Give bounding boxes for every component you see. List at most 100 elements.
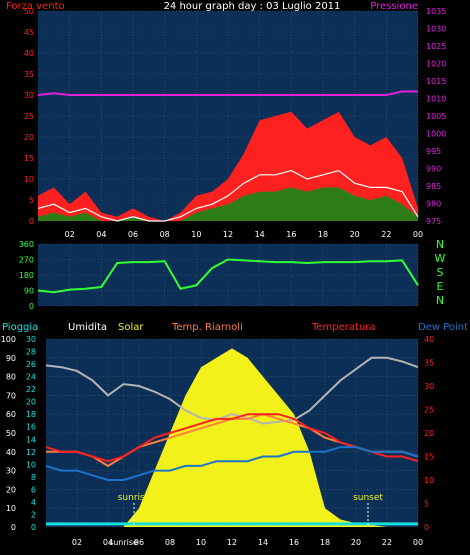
top-left-tick: 0 bbox=[29, 217, 34, 226]
top-left-tick: 50 bbox=[24, 7, 34, 16]
top-left-tick: 25 bbox=[24, 112, 34, 121]
bottom-x-tick: 20 bbox=[351, 538, 361, 547]
legend-temperatura: Temperatura bbox=[311, 322, 376, 333]
humidity-line bbox=[45, 356, 419, 425]
top-x-tick: 20 bbox=[350, 230, 360, 239]
pressure-line bbox=[37, 90, 418, 96]
sunrise-annotation: sunrise bbox=[118, 493, 151, 503]
wind-avg-line bbox=[37, 169, 419, 222]
wind-min-area bbox=[38, 187, 418, 221]
top-x-tick: 12 bbox=[223, 230, 233, 239]
top-right-tick: 1030 bbox=[426, 25, 446, 34]
top-left-tick: 35 bbox=[24, 70, 34, 79]
top-x-tick: 04 bbox=[96, 230, 106, 239]
bottom-x-tick: 10 bbox=[196, 538, 206, 547]
bottom-humidity-tick: 80 bbox=[6, 373, 16, 382]
top-x-tick: 00 bbox=[413, 230, 423, 239]
bottom-rain-tick: 14 bbox=[26, 435, 36, 444]
bottom-rain-tick: 20 bbox=[26, 398, 36, 407]
bottom-rain-tick: 12 bbox=[26, 448, 36, 457]
mid-left-tick: 360 bbox=[19, 240, 34, 249]
bottom-x-tick: sunrise bbox=[109, 538, 138, 547]
legend-pioggia: Pioggia bbox=[2, 322, 38, 333]
bottom-humidity-tick: 70 bbox=[6, 391, 16, 400]
top-right-tick: 985 bbox=[426, 182, 441, 191]
dir-label-n2: N bbox=[436, 294, 444, 307]
top-left-tick: 5 bbox=[29, 196, 34, 205]
top-left-tick: 30 bbox=[24, 91, 34, 100]
top-left-tick: 10 bbox=[24, 175, 34, 184]
top-right-tick: 1020 bbox=[426, 60, 446, 69]
chart-title: 24 hour graph day : 03 Luglio 2011 bbox=[164, 1, 341, 12]
top-x-tick: 06 bbox=[128, 230, 138, 239]
pressure-axis-label: Pressione bbox=[370, 1, 418, 12]
mid-left-tick: 180 bbox=[19, 271, 34, 280]
wind-direction-line bbox=[37, 258, 419, 294]
bottom-temp-tick: 35 bbox=[424, 359, 434, 368]
legend-dew-point: Dew Point bbox=[418, 322, 468, 333]
bottom-x-tick: 22 bbox=[382, 538, 392, 547]
bottom-x-tick: 18 bbox=[320, 538, 330, 547]
bottom-rain-tick: 2 bbox=[31, 510, 36, 519]
dir-label-w: W bbox=[435, 252, 446, 265]
bottom-x-tick: 00 bbox=[413, 538, 423, 547]
mid-left-tick: 0 bbox=[29, 302, 34, 311]
top-left-tick: 20 bbox=[24, 133, 34, 142]
top-right-tick: 1025 bbox=[426, 42, 446, 51]
bottom-rain-tick: 6 bbox=[31, 485, 36, 494]
top-right-tick: 995 bbox=[426, 147, 441, 156]
bottom-x-tick: 14 bbox=[258, 538, 268, 547]
bottom-temp-tick: 20 bbox=[424, 429, 434, 438]
top-left-tick: 45 bbox=[24, 28, 34, 37]
bottom-temp-tick: 40 bbox=[424, 335, 434, 344]
bottom-x-tick: 02 bbox=[72, 538, 82, 547]
legend-umidita: Umidita bbox=[68, 322, 107, 333]
top-right-tick: 980 bbox=[426, 200, 441, 209]
mid-left-tick: 90 bbox=[24, 287, 34, 296]
legend-temp-riarnoli: Temp. Riarnoli bbox=[171, 322, 243, 333]
top-right-tick: 975 bbox=[426, 217, 441, 226]
dir-label-n1: N bbox=[436, 238, 444, 251]
bottom-rain-tick: 0 bbox=[31, 523, 36, 532]
bottom-rain-tick: 4 bbox=[31, 498, 36, 507]
bottom-rain-tick: 24 bbox=[26, 373, 36, 382]
top-x-tick: 18 bbox=[318, 230, 328, 239]
mid-left-tick: 270 bbox=[19, 256, 34, 265]
top-x-tick: 16 bbox=[286, 230, 296, 239]
wind-axis-label: Forza vento bbox=[6, 1, 65, 12]
bottom-humidity-tick: 100 bbox=[1, 335, 16, 344]
top-right-tick: 1000 bbox=[426, 130, 446, 139]
top-x-tick: 14 bbox=[255, 230, 265, 239]
top-right-tick: 990 bbox=[426, 165, 441, 174]
bottom-humidity-tick: 0 bbox=[11, 523, 16, 532]
axis-ticks: 0510152025303540455097598098599099510001… bbox=[1, 7, 447, 547]
legend-solar: Solar bbox=[118, 322, 144, 333]
bottom-rain-tick: 28 bbox=[26, 348, 36, 357]
bottom-rain-tick: 18 bbox=[26, 410, 36, 419]
bottom-humidity-tick: 40 bbox=[6, 448, 16, 457]
dir-label-s: S bbox=[437, 266, 444, 279]
top-x-tick: 10 bbox=[191, 230, 201, 239]
top-right-tick: 1010 bbox=[426, 95, 446, 104]
top-series bbox=[37, 90, 419, 222]
bottom-x-tick: 12 bbox=[227, 538, 237, 547]
bottom-temp-tick: 25 bbox=[424, 406, 434, 415]
bottom-series bbox=[45, 348, 419, 527]
top-right-tick: 1035 bbox=[426, 7, 446, 16]
bottom-x-tick: 06 bbox=[134, 538, 144, 547]
bottom-temp-tick: 10 bbox=[424, 476, 434, 485]
top-right-tick: 1015 bbox=[426, 77, 446, 86]
top-x-tick: 22 bbox=[381, 230, 391, 239]
bottom-humidity-tick: 20 bbox=[6, 485, 16, 494]
bottom-x-tick: 16 bbox=[289, 538, 299, 547]
bottom-temp-tick: 30 bbox=[424, 382, 434, 391]
bottom-humidity-tick: 50 bbox=[6, 429, 16, 438]
top-x-tick: 08 bbox=[160, 230, 170, 239]
bottom-rain-tick: 26 bbox=[26, 360, 36, 369]
bottom-humidity-tick: 90 bbox=[6, 354, 16, 363]
bottom-rain-tick: 16 bbox=[26, 423, 36, 432]
bottom-temp-tick: 0 bbox=[424, 523, 429, 532]
bottom-humidity-tick: 10 bbox=[6, 504, 16, 513]
top-left-tick: 40 bbox=[24, 49, 34, 58]
solar-area bbox=[46, 348, 418, 527]
